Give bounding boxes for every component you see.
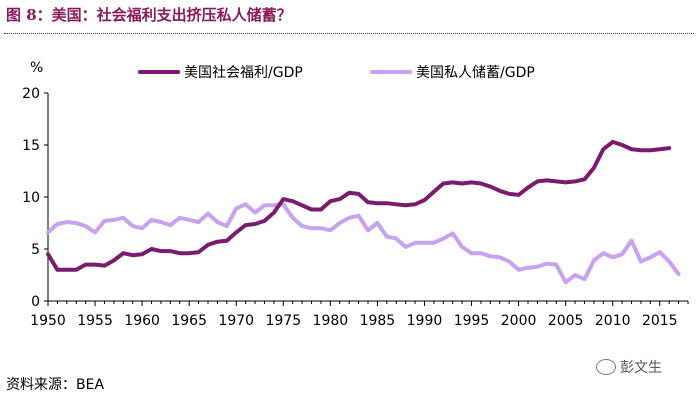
source-note: 资料来源：BEA: [6, 377, 105, 393]
x-tick-label: 1950: [30, 313, 66, 329]
y-tick-label: 15: [22, 138, 40, 154]
y-tick-label: 0: [31, 294, 40, 310]
chart-title: 图 8：美国：社会福利支出挤压私人储蓄？: [6, 6, 292, 24]
x-tick-label: 2000: [501, 313, 537, 329]
x-tick-label: 1985: [360, 313, 396, 329]
x-tick-label: 1975: [265, 313, 301, 329]
x-tick-label: 1995: [454, 313, 490, 329]
legend-item-welfare: 美国社会福利/GDP: [138, 65, 303, 81]
title-divider: [4, 33, 694, 34]
y-tick-label: 5: [31, 242, 40, 258]
x-tick-label: 2010: [595, 313, 631, 329]
x-tick-label: 1980: [313, 313, 349, 329]
legend: 美国社会福利/GDP 美国私人储蓄/GDP: [138, 65, 535, 81]
y-axis-unit: %: [30, 60, 43, 76]
watermark-text: 彭文生: [620, 360, 662, 376]
legend-label: 美国私人储蓄/GDP: [416, 65, 535, 81]
watermark: 彭文生: [596, 357, 662, 377]
y-tick-label: 20: [22, 86, 40, 102]
legend-item-savings: 美国私人储蓄/GDP: [370, 65, 535, 81]
x-tick-label: 2005: [548, 313, 584, 329]
y-tick-label: 10: [22, 190, 40, 206]
axes: % 0 5 10 15 20 1950 1955 1960 1965 1970 1975 1980 198…: [22, 60, 689, 329]
series-line-welfare: [46, 139, 672, 272]
wechat-icon: [596, 359, 616, 375]
x-tick-label: 2015: [642, 313, 678, 329]
x-tick-label: 1955: [77, 313, 113, 329]
x-tick-label: 1990: [407, 313, 443, 329]
series-lines: [46, 139, 681, 285]
series-line-savings: [46, 202, 681, 285]
x-tick-label: 1970: [218, 313, 254, 329]
x-tick-label: 1960: [124, 313, 160, 329]
legend-label: 美国社会福利/GDP: [184, 65, 303, 81]
x-tick-label: 1965: [171, 313, 207, 329]
